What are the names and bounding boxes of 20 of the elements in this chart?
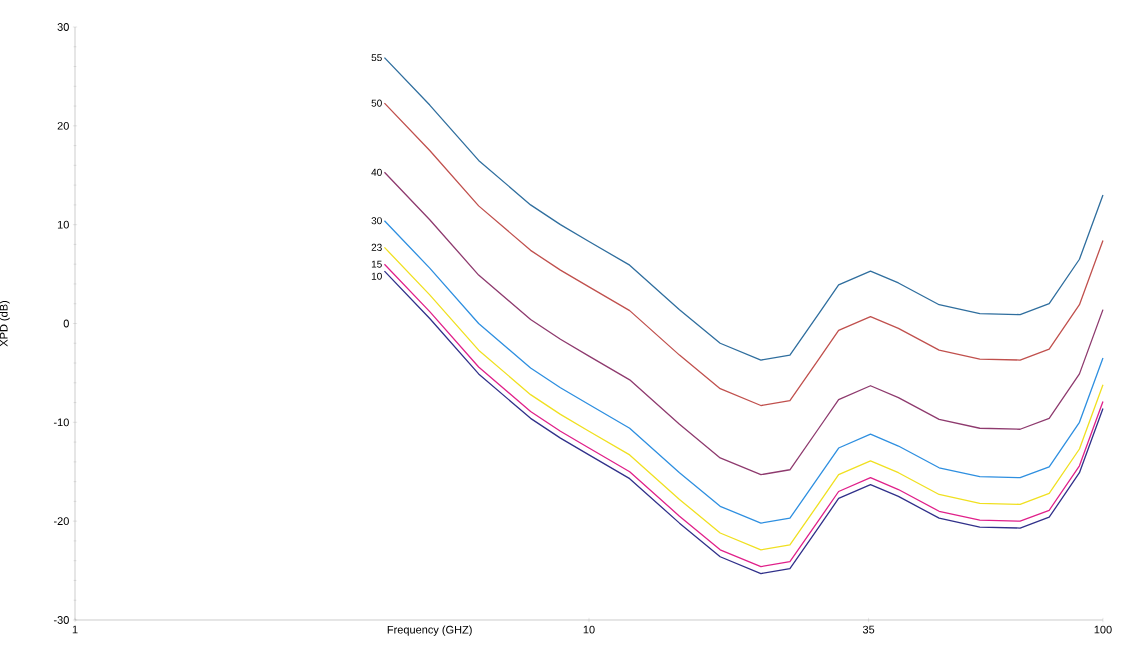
series-label: 23 — [371, 243, 382, 251]
series-label: 50 — [371, 99, 382, 107]
y-tick-label: -10 — [53, 418, 69, 427]
series-label: 10 — [371, 272, 382, 280]
y-tick-label: 20 — [57, 121, 69, 130]
series-label: 55 — [371, 54, 382, 62]
y-axis-title: XPD (dB) — [0, 300, 10, 347]
series-label: 30 — [371, 217, 382, 225]
x-tick-label: 35 — [862, 625, 875, 634]
y-tick-label: 30 — [57, 23, 69, 31]
y-tick-label: 0 — [63, 319, 69, 328]
series-label: 15 — [371, 260, 382, 268]
x-axis-title: Frequency (GHZ) — [387, 625, 472, 636]
x-tick-label: 10 — [583, 625, 595, 634]
series-label: 40 — [371, 168, 382, 176]
x-tick-label: 1 — [72, 625, 78, 634]
x-tick-label: 100 — [1094, 625, 1112, 634]
y-tick-label: -30 — [53, 616, 69, 624]
y-tick-label: 10 — [57, 220, 69, 229]
y-tick-label: -20 — [53, 517, 69, 526]
